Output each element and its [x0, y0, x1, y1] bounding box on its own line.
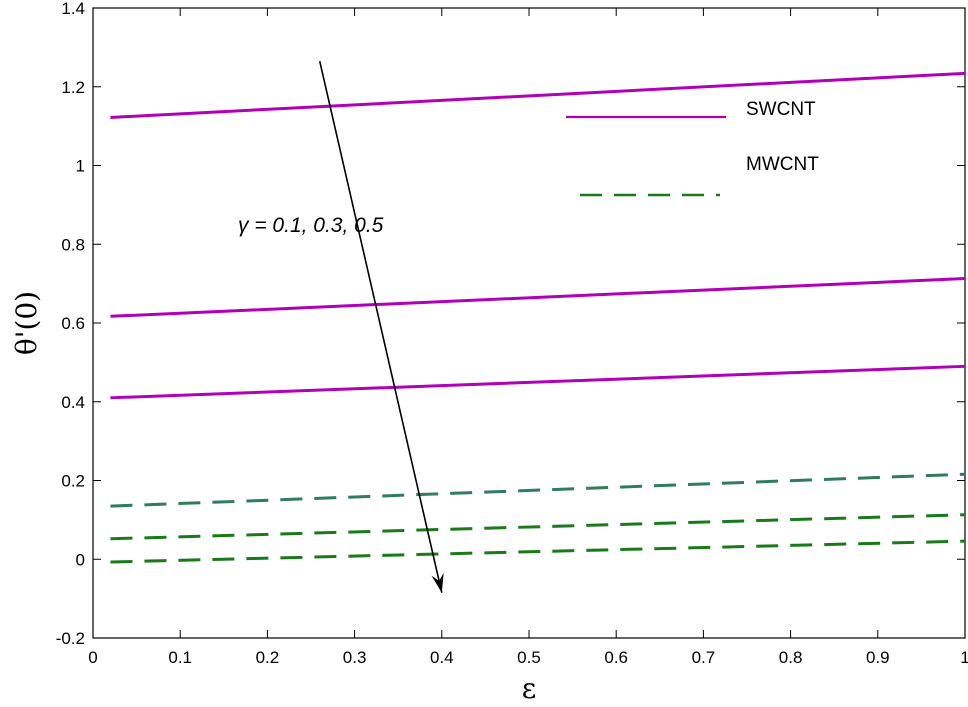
- legend-label-swcnt: SWCNT: [746, 99, 816, 120]
- x-tick-label: 0.9: [866, 648, 890, 667]
- x-tick-label: 0.6: [604, 648, 628, 667]
- y-tick-label: 1.2: [61, 78, 85, 97]
- y-axis-ticks: -0.2 0 0.2 0.4 0.6 0.8 1 1.2 1.4: [56, 0, 965, 648]
- y-tick-label: 0.6: [61, 314, 85, 333]
- x-tick-label: 1: [960, 648, 968, 667]
- legend-label-mwcnt: MWCNT: [746, 154, 819, 175]
- legend: SWCNT MWCNT: [566, 99, 819, 197]
- y-tick-label: 0.4: [61, 393, 85, 412]
- series-line-swcnt-3: [110, 364, 966, 400]
- series-line-swcnt-1: [110, 71, 966, 119]
- x-axis-ticks: 0 0.1 0.2 0.3 0.4 0.5 0.6 0.7 0.8 0.9 1: [88, 8, 968, 667]
- annotation-layer: γ = 0.1, 0.3, 0.5: [238, 60, 444, 593]
- series-line-swcnt-2: [110, 277, 966, 318]
- series-line-mwcnt-6: [110, 539, 966, 564]
- x-tick-label: 0.1: [168, 648, 192, 667]
- series-line-mwcnt-5: [110, 513, 966, 541]
- annotation-arrow-head: [431, 572, 444, 593]
- y-tick-label: 0: [76, 550, 85, 569]
- x-tick-label: 0.3: [343, 648, 367, 667]
- y-tick-label: 1.4: [61, 0, 85, 18]
- y-tick-label: 0.2: [61, 472, 85, 491]
- annotation-label: γ = 0.1, 0.3, 0.5: [238, 214, 384, 237]
- x-tick-label: 0.4: [430, 648, 454, 667]
- series-layer: [110, 71, 966, 564]
- y-axis-label: θ'(0): [10, 291, 43, 355]
- x-tick-label: 0.2: [256, 648, 280, 667]
- y-tick-label: -0.2: [56, 629, 85, 648]
- x-tick-label: 0.7: [692, 648, 716, 667]
- y-tick-label: 1: [76, 157, 85, 176]
- x-axis-label: ε: [522, 672, 537, 705]
- series-line-mwcnt-4: [110, 472, 966, 508]
- x-tick-label: 0.5: [517, 648, 541, 667]
- x-tick-label: 0.8: [779, 648, 803, 667]
- annotation-arrow-shaft: [318, 60, 443, 593]
- x-tick-label: 0: [88, 648, 97, 667]
- y-tick-label: 0.8: [61, 235, 85, 254]
